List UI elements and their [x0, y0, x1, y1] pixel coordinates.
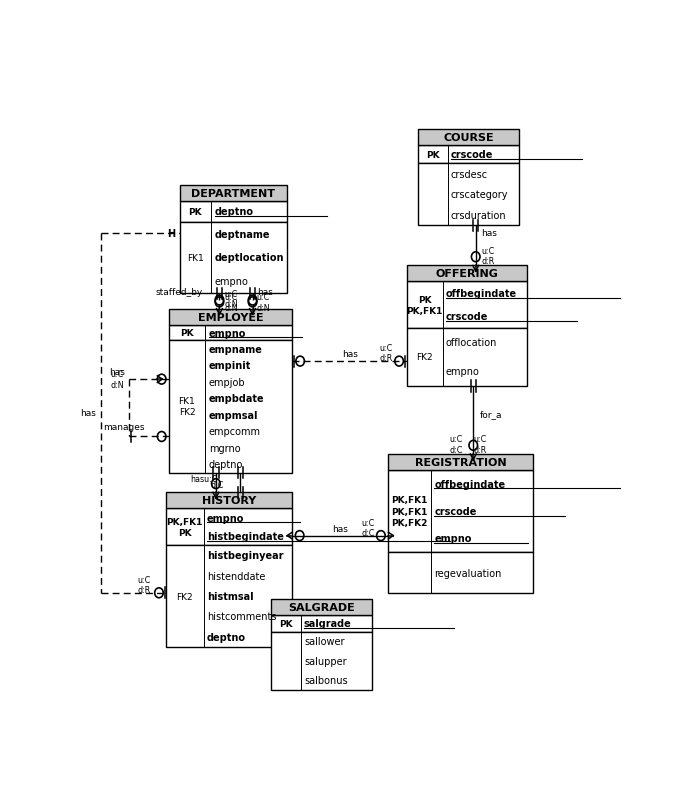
Text: REGISTRATION: REGISTRATION [415, 457, 506, 468]
Text: hasu:C: hasu:C [190, 474, 217, 483]
Text: crscode: crscode [451, 150, 493, 160]
Text: empno: empno [434, 534, 471, 544]
Text: offbegindate: offbegindate [434, 479, 505, 489]
Text: empno: empno [446, 367, 480, 377]
Text: PK,FK1
PK,FK1
PK,FK2: PK,FK1 PK,FK1 PK,FK2 [391, 496, 428, 527]
Text: u:C
d:R: u:C d:R [137, 575, 150, 595]
Text: histmsal: histmsal [207, 591, 253, 602]
Text: for_a: for_a [480, 410, 502, 419]
Text: HISTORY: HISTORY [202, 496, 257, 506]
Text: manages: manages [103, 423, 144, 431]
Text: crsdesc: crsdesc [451, 169, 488, 180]
Text: empinit: empinit [208, 361, 251, 371]
Bar [418, 164, 520, 226]
Bar [166, 492, 292, 508]
Text: FK1
FK2: FK1 FK2 [179, 397, 195, 417]
Bar [418, 146, 520, 164]
Text: PK: PK [279, 619, 293, 628]
Text: empno: empno [207, 513, 244, 523]
Text: SALGRADE: SALGRADE [288, 602, 355, 612]
Bar [169, 310, 292, 326]
Bar [270, 632, 373, 691]
Text: PK
PK,FK1: PK PK,FK1 [406, 295, 443, 315]
Text: u:C
d:N: u:C d:N [110, 370, 124, 389]
Bar [407, 266, 527, 282]
Text: mgrno: mgrno [208, 444, 240, 453]
Text: empno: empno [208, 328, 246, 338]
Bar [180, 222, 287, 294]
Text: salbonus: salbonus [304, 675, 348, 686]
Text: empmsal: empmsal [208, 410, 258, 420]
Bar [169, 326, 292, 341]
Text: FK2: FK2 [416, 353, 433, 362]
Text: u:C
d:R: u:C d:R [481, 246, 494, 266]
Text: COURSE: COURSE [443, 133, 494, 144]
Text: u:C
d:R: u:C d:R [379, 343, 393, 363]
Text: DEPARTMENT: DEPARTMENT [191, 188, 275, 199]
Text: salupper: salupper [304, 656, 346, 666]
Text: u:C
d:N: u:C d:N [257, 293, 270, 312]
Text: H: H [168, 229, 175, 238]
Text: sallower: sallower [304, 637, 344, 646]
Text: empcomm: empcomm [208, 427, 261, 436]
Text: empno: empno [215, 277, 248, 287]
Bar [407, 329, 527, 387]
Text: crscode: crscode [434, 506, 477, 516]
Bar [169, 341, 292, 473]
Text: crscode: crscode [446, 312, 489, 322]
Text: empbdate: empbdate [208, 394, 264, 403]
Text: EMPLOYEE: EMPLOYEE [198, 312, 264, 322]
Text: PK: PK [426, 151, 440, 160]
Text: histbegindate: histbegindate [207, 532, 284, 541]
Text: deptno: deptno [215, 207, 254, 217]
Text: crscategory: crscategory [451, 190, 509, 200]
Text: histcomments: histcomments [207, 612, 276, 622]
Text: PK,FK1
PK: PK,FK1 PK [166, 517, 203, 537]
Bar [166, 508, 292, 545]
Text: u:C
d:R: u:C d:R [473, 435, 486, 454]
Bar [180, 202, 287, 222]
Bar [388, 455, 533, 471]
Text: deptno: deptno [208, 460, 243, 470]
Text: u:C
d:N: u:C d:N [225, 293, 238, 312]
Text: u:C
d:C: u:C d:C [362, 518, 375, 537]
Text: has: has [342, 350, 357, 358]
Text: u:C
d:C: u:C d:C [449, 435, 463, 454]
Text: crsduration: crsduration [451, 211, 506, 221]
Text: d:C: d:C [210, 480, 224, 490]
Text: FK2: FK2 [177, 592, 193, 601]
Text: has: has [481, 229, 497, 238]
Bar [407, 282, 527, 329]
Text: staffed_by: staffed_by [156, 288, 203, 297]
Bar [418, 130, 520, 146]
Text: has: has [80, 409, 96, 418]
Text: deptno: deptno [207, 632, 246, 642]
Text: deptname: deptname [215, 229, 270, 239]
Text: offbegindate: offbegindate [446, 289, 517, 298]
Bar [388, 471, 533, 553]
Text: PK: PK [180, 329, 194, 338]
Bar [166, 545, 292, 647]
Text: OFFERING: OFFERING [436, 269, 499, 279]
Text: u:C
d:N: u:C d:N [225, 290, 238, 309]
Text: histbeginyear: histbeginyear [207, 551, 283, 561]
Text: offlocation: offlocation [446, 338, 497, 348]
Text: empname: empname [208, 344, 262, 354]
Text: has: has [109, 368, 125, 377]
Bar [180, 186, 287, 202]
Bar [388, 553, 533, 593]
Bar [270, 615, 373, 632]
Bar [270, 599, 373, 615]
Text: salgrade: salgrade [304, 618, 352, 628]
Text: empjob: empjob [208, 377, 245, 387]
Text: FK1: FK1 [187, 253, 204, 262]
Text: regevaluation: regevaluation [434, 568, 502, 578]
Text: has: has [333, 524, 348, 533]
Text: histenddate: histenddate [207, 571, 265, 581]
Text: has: has [257, 288, 273, 297]
Text: PK: PK [188, 208, 202, 217]
Text: deptlocation: deptlocation [215, 253, 284, 263]
